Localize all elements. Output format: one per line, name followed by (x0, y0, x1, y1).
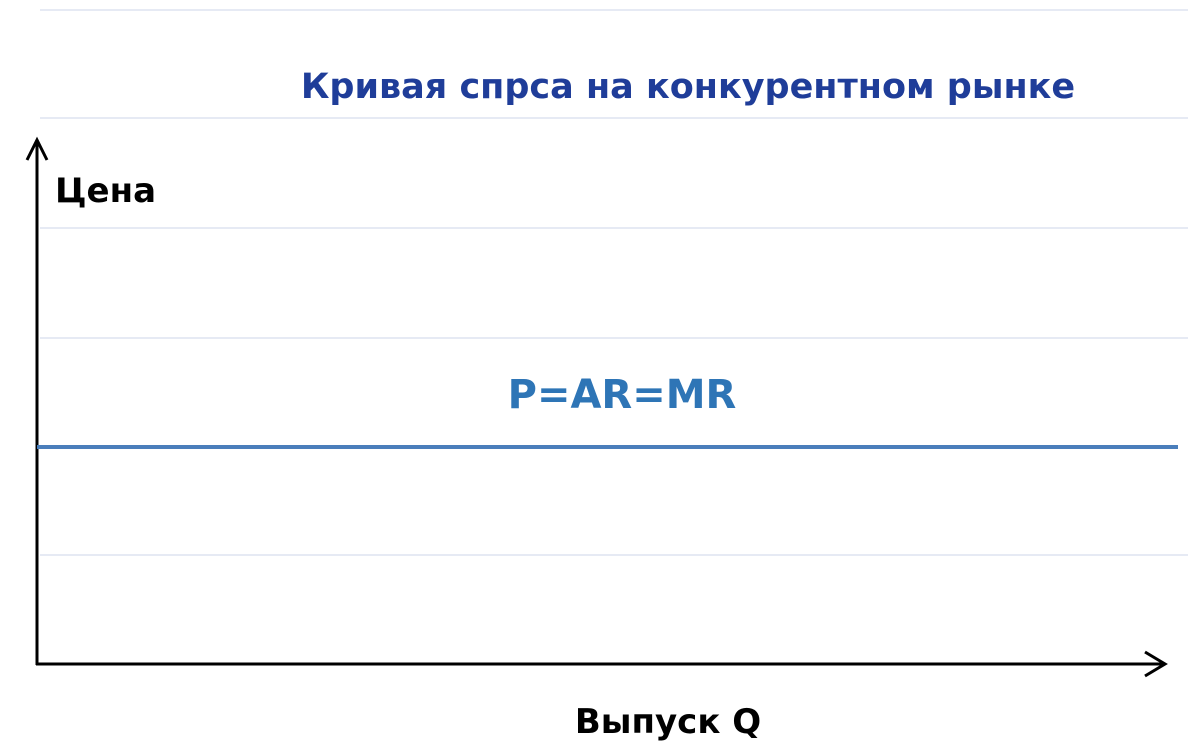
y-axis-arrow (25, 136, 49, 161)
y-axis-label: Цена (55, 171, 156, 211)
curve-label: P=AR=MR (508, 372, 737, 418)
title: Кривая спрса на конкурентном рынке (301, 67, 1075, 107)
x-axis-label: Выпуск Q (575, 702, 761, 742)
x-axis-arrow (1144, 650, 1168, 678)
grid (40, 9, 1188, 556)
